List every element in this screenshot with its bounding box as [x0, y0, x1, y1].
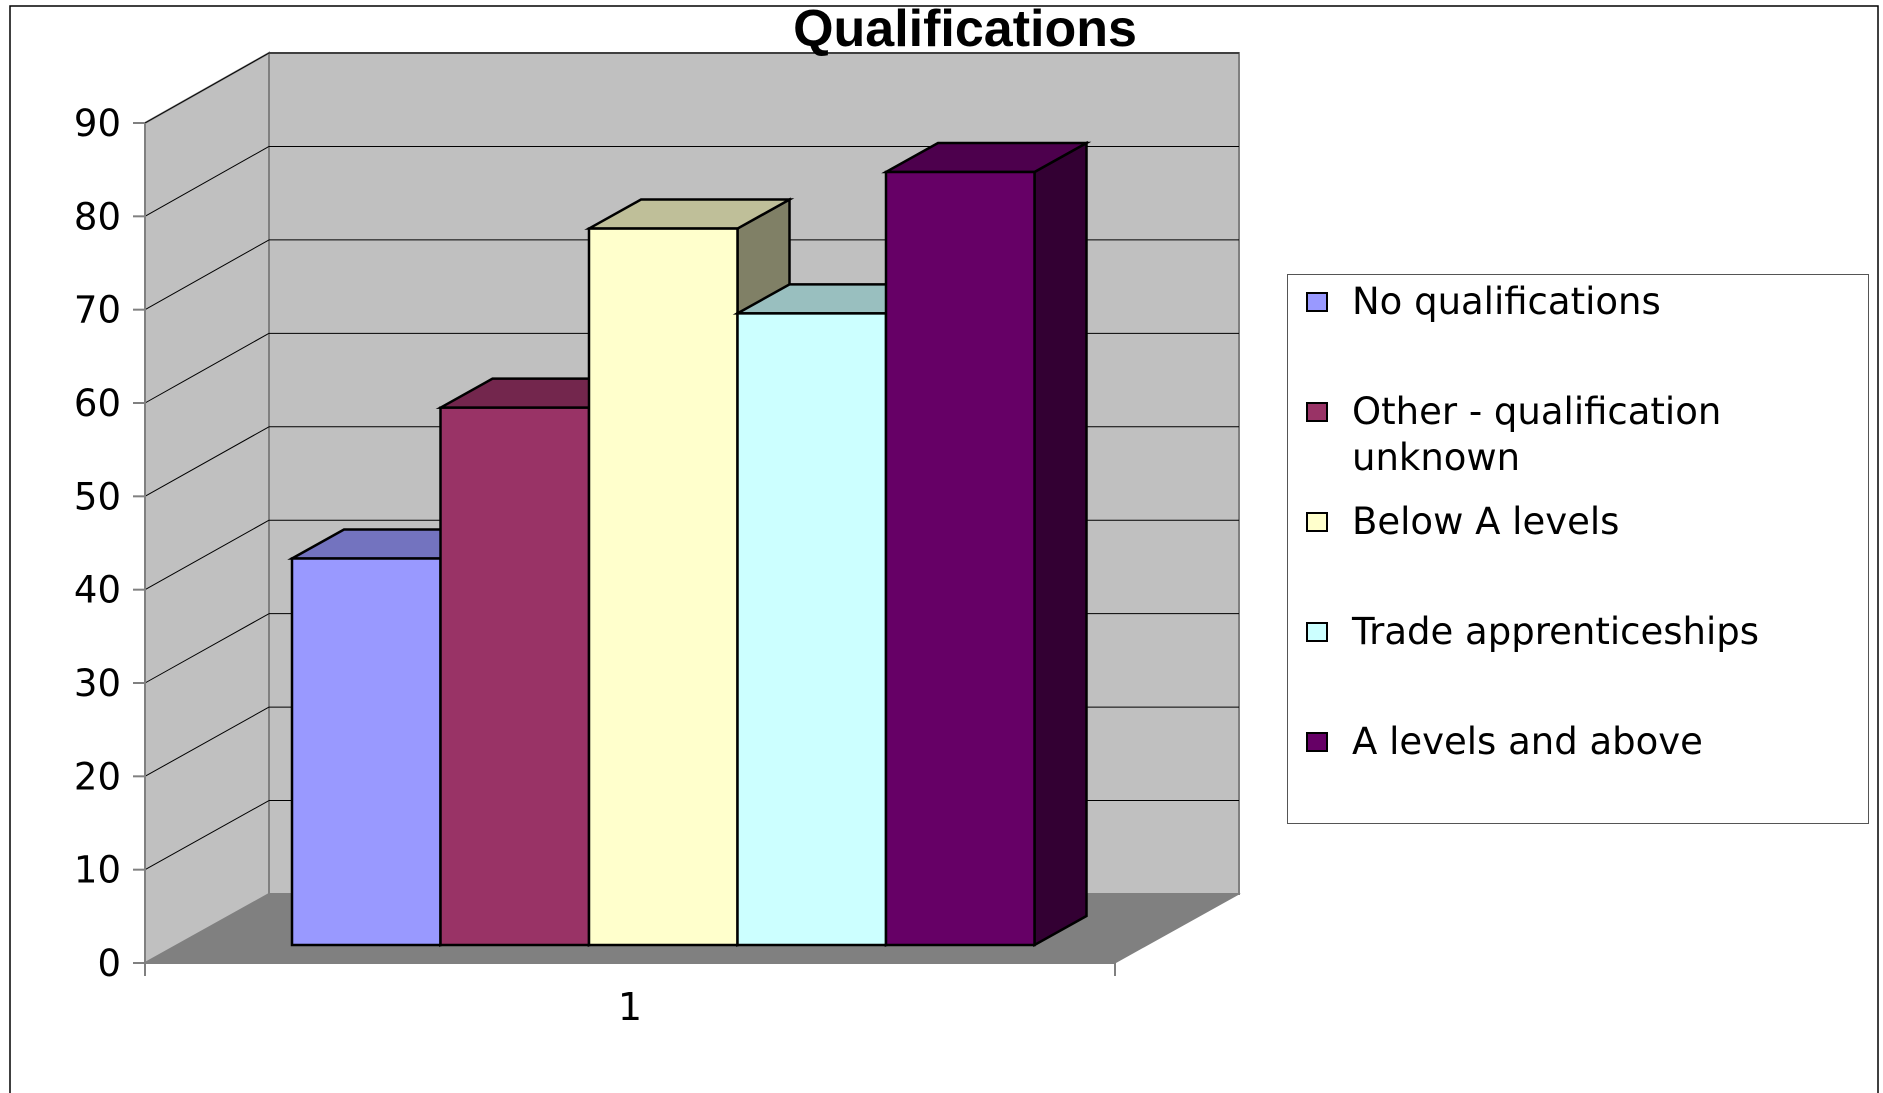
- bar-group: [881, 140, 1092, 948]
- legend-label: No qualifications: [1352, 280, 1661, 323]
- y-tick-label: 60: [74, 382, 121, 425]
- bar: [884, 170, 1036, 947]
- x-axis: 1: [144, 962, 1116, 1029]
- y-axis: 0 10 20 30 40 50 60 70 80 90: [74, 102, 146, 985]
- gridline-side: [144, 146, 270, 217]
- legend-swatch: [1306, 732, 1328, 752]
- legend-swatch: [1306, 292, 1328, 312]
- legend-swatch: [1306, 512, 1328, 532]
- y-tick-label: 0: [97, 942, 121, 985]
- gridline-side: [144, 800, 270, 871]
- gridline-side: [144, 332, 270, 404]
- legend-label: Other - qualification unknown: [1352, 390, 1722, 479]
- bars: [287, 140, 1092, 948]
- bar: [439, 406, 591, 947]
- legend-label: A levels and above: [1352, 720, 1703, 763]
- gridline-side: [144, 52, 270, 124]
- y-tick-label: 50: [74, 475, 121, 518]
- chart-title: Qualifications: [793, 0, 1137, 58]
- legend: No qualifications Other - qualification …: [1287, 274, 1869, 824]
- y-tick-label: 20: [74, 755, 121, 798]
- bar: [736, 312, 888, 947]
- gridline-side: [144, 706, 270, 777]
- gridline-side: [144, 613, 270, 684]
- y-tick-label: 90: [74, 102, 121, 145]
- y-tick-label: 40: [74, 569, 121, 612]
- y-tick-label: 80: [74, 195, 121, 238]
- legend-swatch: [1306, 622, 1328, 642]
- y-tick-label: 10: [74, 849, 121, 892]
- gridline-side: [144, 239, 270, 311]
- gridline-side: [144, 426, 270, 497]
- legend-swatch: [1306, 402, 1328, 422]
- legend-label: Below A levels: [1352, 500, 1620, 543]
- legend-label: Trade apprenticeships: [1352, 610, 1759, 653]
- chart-border: [9, 5, 1879, 1093]
- bar: [290, 557, 442, 947]
- y-tick-label: 30: [74, 662, 121, 705]
- y-tick-label: 70: [74, 289, 121, 332]
- bar: [587, 227, 739, 947]
- side-wall: [144, 51, 270, 965]
- gridline-side: [144, 519, 270, 591]
- x-tick-label: 1: [618, 985, 642, 1029]
- bar-side: [1033, 140, 1088, 948]
